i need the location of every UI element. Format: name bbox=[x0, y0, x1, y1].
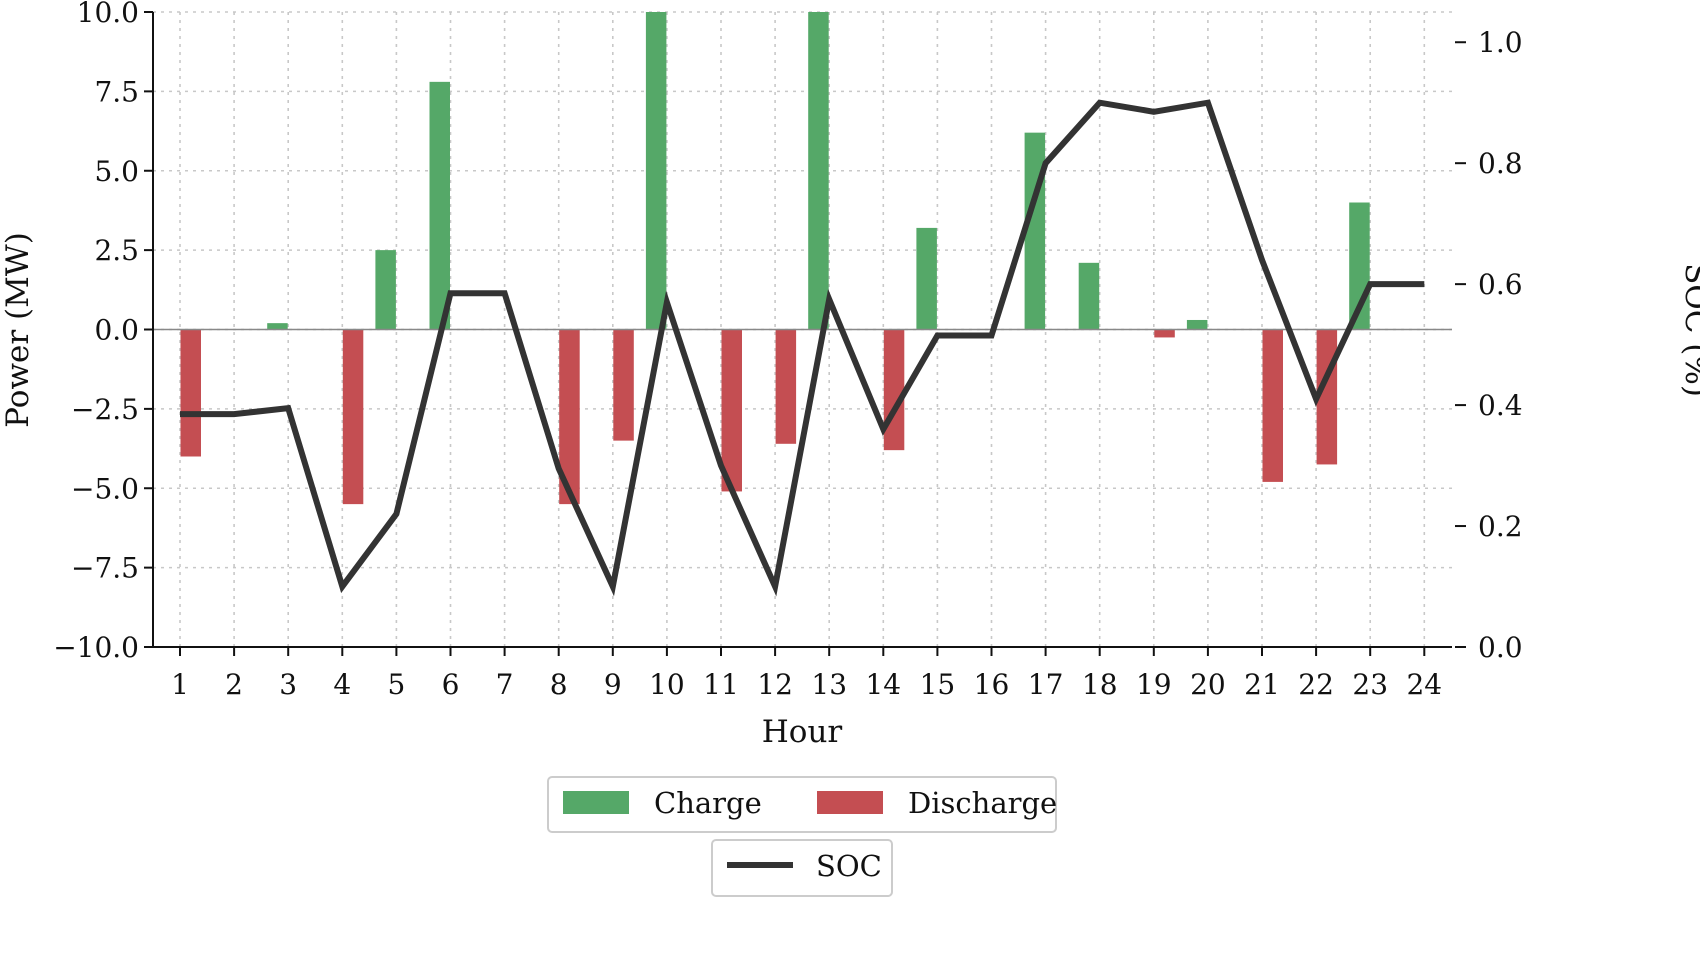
legend-discharge-swatch bbox=[817, 791, 883, 814]
y-tick-label-1: 7.5 bbox=[94, 75, 139, 108]
bar-discharge-hour-19 bbox=[1154, 329, 1175, 338]
y2-axis-title: SOC (%) bbox=[1678, 263, 1700, 397]
bar-charge-hour-20 bbox=[1186, 319, 1208, 330]
y-tick-label-6: −5.0 bbox=[71, 472, 139, 505]
x-tick-label-14: 14 bbox=[865, 668, 901, 701]
bar-charge-hour-17 bbox=[1024, 132, 1046, 330]
x-tick-label-11: 11 bbox=[703, 668, 739, 701]
legend-bars-frame bbox=[547, 776, 1057, 833]
x-tick-label-15: 15 bbox=[920, 668, 956, 701]
x-tick-label-12: 12 bbox=[757, 668, 793, 701]
y-tick-label-5: −2.5 bbox=[71, 393, 139, 426]
y-tick-label-8: −10.0 bbox=[53, 631, 139, 664]
bar-charge-hour-10 bbox=[645, 12, 667, 330]
soc-line-layer bbox=[180, 99, 1425, 597]
legend-bars: Charge Discharge bbox=[547, 776, 1057, 833]
y-tick-label-2: 5.0 bbox=[94, 155, 139, 188]
x-tick-label-16: 16 bbox=[974, 668, 1010, 701]
x-tick-label-8: 8 bbox=[550, 668, 568, 701]
x-tick-label-21: 21 bbox=[1244, 668, 1280, 701]
x-tick-label-19: 19 bbox=[1136, 668, 1172, 701]
bar-discharge-hour-11 bbox=[721, 329, 742, 492]
legend-charge-swatch bbox=[563, 791, 629, 814]
x-tick-label-4: 4 bbox=[333, 668, 351, 701]
x-tick-label-2: 2 bbox=[225, 668, 243, 701]
bar-charge-hour-18 bbox=[1078, 262, 1100, 330]
y2-tick-label-2: 0.6 bbox=[1478, 268, 1523, 301]
y-tick-label-0: 10.0 bbox=[77, 0, 139, 29]
x-tick-label-3: 3 bbox=[279, 668, 297, 701]
x-tick-label-13: 13 bbox=[811, 668, 847, 701]
y2-tick-label-1: 0.8 bbox=[1478, 147, 1523, 180]
x-tick-label-5: 5 bbox=[387, 668, 405, 701]
y2-tick-label-4: 0.2 bbox=[1478, 510, 1523, 543]
bar-discharge-hour-1 bbox=[180, 329, 201, 457]
x-tick-label-1: 1 bbox=[171, 668, 189, 701]
bar-discharge-hour-9 bbox=[613, 329, 634, 441]
legend-discharge-label: Discharge bbox=[908, 786, 1057, 820]
bar-discharge-hour-4 bbox=[342, 329, 364, 505]
legend-line: SOC bbox=[711, 839, 893, 897]
x-tick-label-22: 22 bbox=[1298, 668, 1334, 701]
y-tick-label-3: 2.5 bbox=[94, 234, 139, 267]
x-tick-label-24: 24 bbox=[1406, 668, 1442, 701]
bar-charge-hour-6 bbox=[429, 81, 450, 330]
x-tick-label-7: 7 bbox=[496, 668, 514, 701]
bar-charge-hour-3 bbox=[267, 323, 288, 330]
bar-discharge-hour-21 bbox=[1262, 329, 1283, 482]
x-tick-label-23: 23 bbox=[1352, 668, 1388, 701]
y-tick-label-4: 0.0 bbox=[94, 314, 139, 347]
y-axis-title: Power (MW) bbox=[0, 232, 36, 428]
x-tick-label-20: 20 bbox=[1190, 668, 1226, 701]
bar-charge-hour-5 bbox=[375, 250, 396, 330]
x-tick-label-18: 18 bbox=[1082, 668, 1118, 701]
x-tick-label-10: 10 bbox=[649, 668, 685, 701]
bar-charge-hour-13 bbox=[808, 12, 829, 330]
soc-line bbox=[180, 99, 1425, 597]
tick-labels-layer: 10.07.55.02.50.0−2.5−5.0−7.5−10.01.00.80… bbox=[53, 0, 1522, 701]
legend-line-frame bbox=[711, 839, 893, 897]
bar-discharge-hour-14 bbox=[883, 329, 905, 451]
x-axis-title: Hour bbox=[762, 714, 843, 750]
x-tick-label-6: 6 bbox=[442, 668, 460, 701]
bar-discharge-hour-8 bbox=[559, 329, 580, 505]
bar-discharge-hour-12 bbox=[775, 329, 797, 444]
bar-charge-hour-15 bbox=[916, 227, 937, 330]
axes-layer bbox=[144, 11, 1466, 656]
x-tick-label-9: 9 bbox=[604, 668, 622, 701]
y2-tick-label-0: 1.0 bbox=[1478, 26, 1523, 59]
x-tick-label-17: 17 bbox=[1028, 668, 1064, 701]
y2-tick-label-5: 0.0 bbox=[1478, 631, 1523, 664]
legend-charge-label: Charge bbox=[654, 786, 762, 820]
y2-tick-label-3: 0.4 bbox=[1478, 389, 1523, 422]
grid-layer bbox=[153, 11, 1452, 648]
legend-soc-label: SOC bbox=[816, 849, 882, 883]
y-tick-label-7: −7.5 bbox=[71, 552, 139, 585]
